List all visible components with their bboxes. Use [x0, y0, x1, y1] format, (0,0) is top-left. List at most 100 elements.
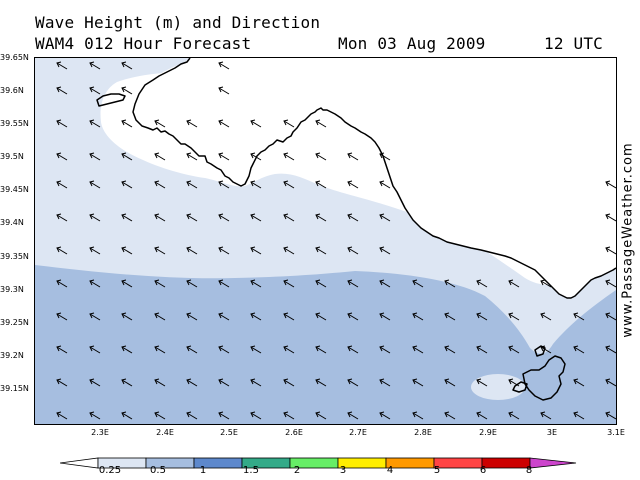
wave-arrow [412, 313, 424, 321]
wave-arrow [605, 412, 616, 420]
wave-arrow-head [218, 86, 224, 93]
wave-arrow [444, 280, 456, 288]
wave-arrow-head [154, 345, 160, 352]
wave-arrow-head [379, 378, 385, 385]
wave-arrow [250, 181, 262, 189]
wave-arrow [283, 181, 295, 189]
wave-arrow-head [250, 246, 256, 253]
wave-arrow [186, 247, 198, 255]
wave-arrow-head [121, 279, 127, 286]
wave-arrow-head [347, 152, 353, 159]
wave-arrow-head [121, 411, 127, 418]
wave-arrow [121, 153, 133, 161]
legend-swatch [385, 457, 435, 469]
wave-arrow-head [250, 312, 256, 319]
wave-arrow [218, 313, 230, 321]
wave-arrow [89, 62, 101, 70]
wave-arrow-head [444, 411, 450, 418]
wave-arrow-head [315, 246, 321, 253]
wave-arrow [508, 313, 520, 321]
wave-arrow [476, 313, 488, 321]
wave-arrow [315, 346, 327, 354]
wave-arrow [89, 120, 101, 128]
wave-arrow [154, 181, 166, 189]
wave-arrow [250, 214, 262, 222]
wave-arrow [379, 346, 391, 354]
wave-arrow-head [379, 345, 385, 352]
wave-arrow-head [89, 86, 95, 93]
wave-arrow [56, 247, 68, 255]
wave-arrow-head [412, 312, 418, 319]
wave-arrow [154, 153, 166, 161]
wave-arrow-head [508, 312, 514, 319]
wave-arrow [444, 346, 456, 354]
wave-arrow [347, 346, 359, 354]
wave-arrow-head [154, 411, 160, 418]
wave-arrow [347, 280, 359, 288]
legend-label: 6 [479, 465, 487, 476]
wave-arrow [218, 87, 230, 95]
wave-arrow [379, 313, 391, 321]
wave-arrow [476, 412, 488, 420]
wave-arrow [154, 120, 166, 128]
wave-arrow-head [347, 213, 353, 220]
wave-arrow [540, 412, 552, 420]
wave-arrow [56, 120, 68, 128]
wave-arrow-head [379, 312, 385, 319]
wave-arrow [186, 120, 198, 128]
wave-arrow-head [89, 213, 95, 220]
wave-arrow [508, 379, 520, 387]
lat-label: 39.65N [0, 53, 29, 62]
wave-arrow [89, 214, 101, 222]
wave-arrow-head [89, 152, 95, 159]
wave-arrow [89, 412, 101, 420]
wave-arrow-head [412, 411, 418, 418]
wave-arrow [56, 214, 68, 222]
wave-arrow [379, 153, 391, 161]
wave-arrow-head [89, 378, 95, 385]
wave-arrow-head [315, 213, 321, 220]
wave-arrow-head [540, 345, 546, 352]
wave-arrow-head [186, 279, 192, 286]
wave-arrow-head [218, 180, 224, 187]
wave-arrow-head [56, 61, 62, 68]
wave-arrow [56, 346, 68, 354]
wave-arrow-head [540, 411, 546, 418]
wave-arrow-head [89, 246, 95, 253]
wave-arrow-head [56, 213, 62, 220]
wave-arrow-head [250, 378, 256, 385]
lat-label: 39.3N [0, 285, 24, 294]
wave-arrow-head [154, 279, 160, 286]
wave-arrow [605, 280, 616, 288]
wave-arrow [121, 181, 133, 189]
wave-arrow [347, 181, 359, 189]
wave-arrow-head [89, 279, 95, 286]
wave-arrow-head [250, 345, 256, 352]
wave-arrow-head [121, 152, 127, 159]
wave-arrow-head [56, 345, 62, 352]
wave-arrow-head [89, 180, 95, 187]
wave-arrow [121, 214, 133, 222]
wave-arrow-head [315, 312, 321, 319]
wave-arrow-head [379, 279, 385, 286]
wave-arrow [605, 346, 616, 354]
wave-arrow-head [605, 345, 611, 352]
legend-label: 8 [525, 465, 533, 476]
map-canvas [35, 58, 616, 424]
wave-arrow [121, 379, 133, 387]
wave-arrow-head [315, 180, 321, 187]
wave-arrow-head [605, 279, 611, 286]
wave-arrow [315, 214, 327, 222]
legend-swatch [60, 457, 99, 469]
wave-arrow-head [315, 279, 321, 286]
lon-label: 2.6E [285, 428, 303, 437]
wave-arrow [250, 280, 262, 288]
wave-arrow-head [347, 279, 353, 286]
wave-arrow [347, 412, 359, 420]
wave-direction-arrows [56, 61, 616, 420]
wave-arrow-head [89, 411, 95, 418]
wave-arrow [56, 379, 68, 387]
wave-arrow [218, 62, 230, 70]
wave-arrow-head [605, 312, 611, 319]
wave-arrow [89, 313, 101, 321]
